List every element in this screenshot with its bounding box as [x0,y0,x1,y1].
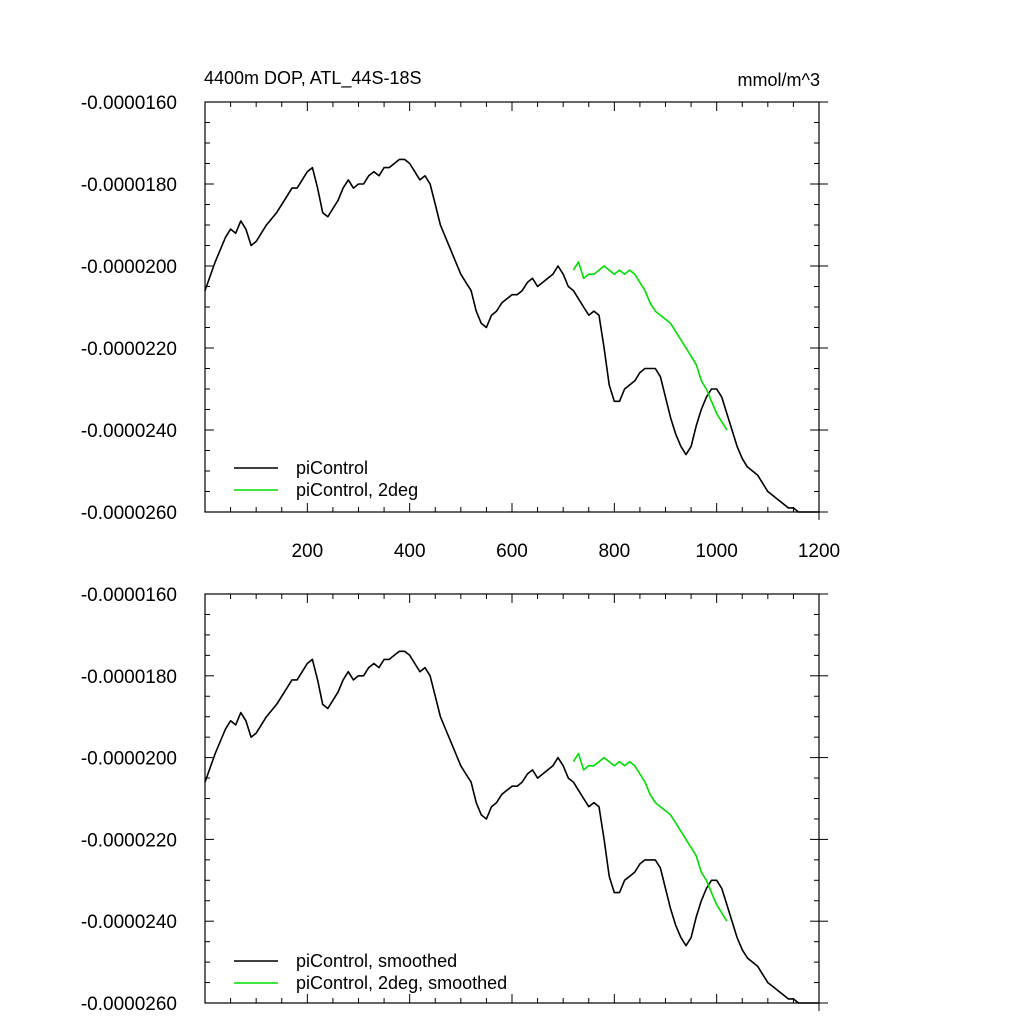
units-label: mmol/m^3 [738,70,820,90]
y-tick-label: -0.0000200 [81,749,177,770]
series-line-picontrol-2deg [572,261,728,431]
x-tick-label: 200 [291,541,323,562]
y-tick-label: -0.0000260 [81,994,177,1015]
y-tick-label: -0.0000160 [81,93,177,114]
y-tick-label: -0.0000220 [81,830,177,851]
series-line-picontrol [204,650,819,1004]
x-tick-label: 1000 [696,541,738,562]
x-tick-label: 1200 [798,541,840,562]
x-tick-label: 400 [394,541,426,562]
x-tick-label: 800 [598,541,630,562]
y-tick-label: -0.0000240 [81,912,177,933]
y-tick-label: -0.0000260 [81,503,177,524]
legend-label: piControl, smoothed [296,951,457,971]
plot-frame [204,593,820,1004]
y-tick-label: -0.0000180 [81,667,177,688]
series-line-picontrol [204,158,819,513]
y-tick-label: -0.0000160 [81,585,177,606]
panel-top: -0.0000160 -0.0000180 -0.0000200 -0.0000220… [81,93,840,562]
y-tick-label: -0.0000240 [81,421,177,442]
x-tick-label: 600 [496,541,528,562]
legend-label: piControl, 2deg, smoothed [296,973,507,993]
legend-label: piControl, 2deg [296,480,418,500]
y-tick-label: -0.0000180 [81,175,177,196]
series-line-picontrol-2deg [572,752,728,922]
y-tick-label: -0.0000220 [81,339,177,360]
y-tick-label: -0.0000200 [81,257,177,278]
plot-frame [204,101,820,513]
panel-bottom: -0.0000160 -0.0000180 -0.0000200 -0.0000220… [81,585,828,1015]
legend-label: piControl [296,458,368,478]
chart-title: 4400m DOP, ATL_44S-18S [204,68,421,89]
